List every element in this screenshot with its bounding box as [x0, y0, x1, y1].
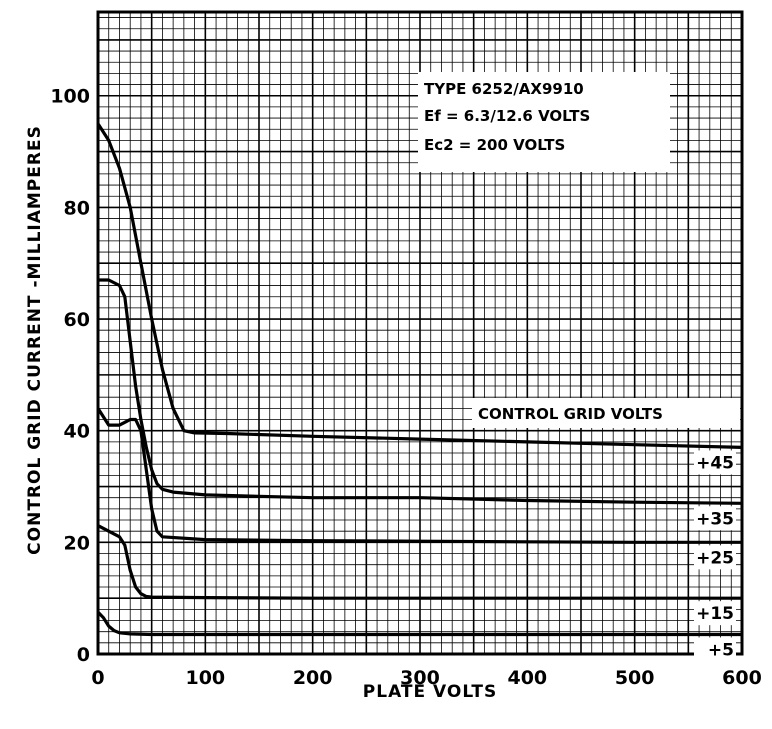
curve-plus35	[98, 278, 743, 505]
curve-label: +45	[696, 453, 734, 473]
y-tick-label: 80	[64, 197, 90, 219]
y-tick-label: 40	[64, 421, 90, 443]
x-tick-label: 0	[91, 667, 104, 689]
curve-labels: +45 +35 +25 +15 +5	[694, 450, 736, 662]
y-tick-label: 100	[50, 86, 90, 108]
curve-label: +25	[696, 548, 734, 568]
curve-label: +15	[696, 604, 734, 624]
curves	[96, 122, 743, 637]
y-tick-label: 60	[64, 309, 90, 331]
annotation-screen: Ec2 = 200 VOLTS	[424, 136, 565, 154]
curve-plus5	[96, 610, 742, 637]
plot-frame	[96, 10, 744, 656]
curve-plus15	[97, 524, 742, 600]
annotation-box: TYPE 6252/AX9910 Ef = 6.3/12.6 VOLTS Ec2…	[418, 72, 670, 172]
legend-title-box: CONTROL GRID VOLTS	[472, 398, 740, 428]
curve-plus45	[96, 122, 743, 449]
curve-label-bg	[694, 545, 736, 570]
annotation-type: TYPE 6252/AX9910	[424, 80, 584, 98]
x-tick-label: 100	[185, 667, 225, 689]
y-axis-label: CONTROL GRID CURRENT -MILLIAMPERES	[25, 125, 45, 555]
x-axis-label: PLATE VOLTS	[363, 682, 497, 702]
x-tick-label: 500	[615, 667, 655, 689]
curve-label-bg	[694, 601, 736, 626]
x-tick-labels: 0 100 200 300 400 500 600	[91, 667, 761, 689]
y-tick-label: 0	[77, 644, 90, 666]
x-tick-label: 600	[722, 667, 762, 689]
y-tick-labels: 0 20 40 60 80 100	[50, 86, 90, 666]
curve-label-bg	[694, 450, 736, 475]
curve-label-bg	[694, 506, 736, 531]
curve-label: +5	[708, 640, 734, 660]
curve-plus25	[96, 407, 742, 544]
x-tick-label: 400	[507, 667, 547, 689]
x-tick-label: 300	[400, 667, 440, 689]
y-tick-label: 20	[64, 532, 90, 554]
legend-title: CONTROL GRID VOLTS	[478, 405, 663, 423]
curve-label: +35	[696, 509, 734, 529]
annotation-filament: Ef = 6.3/12.6 VOLTS	[424, 107, 590, 125]
x-tick-label: 200	[293, 667, 333, 689]
curve-label-bg	[694, 637, 736, 662]
